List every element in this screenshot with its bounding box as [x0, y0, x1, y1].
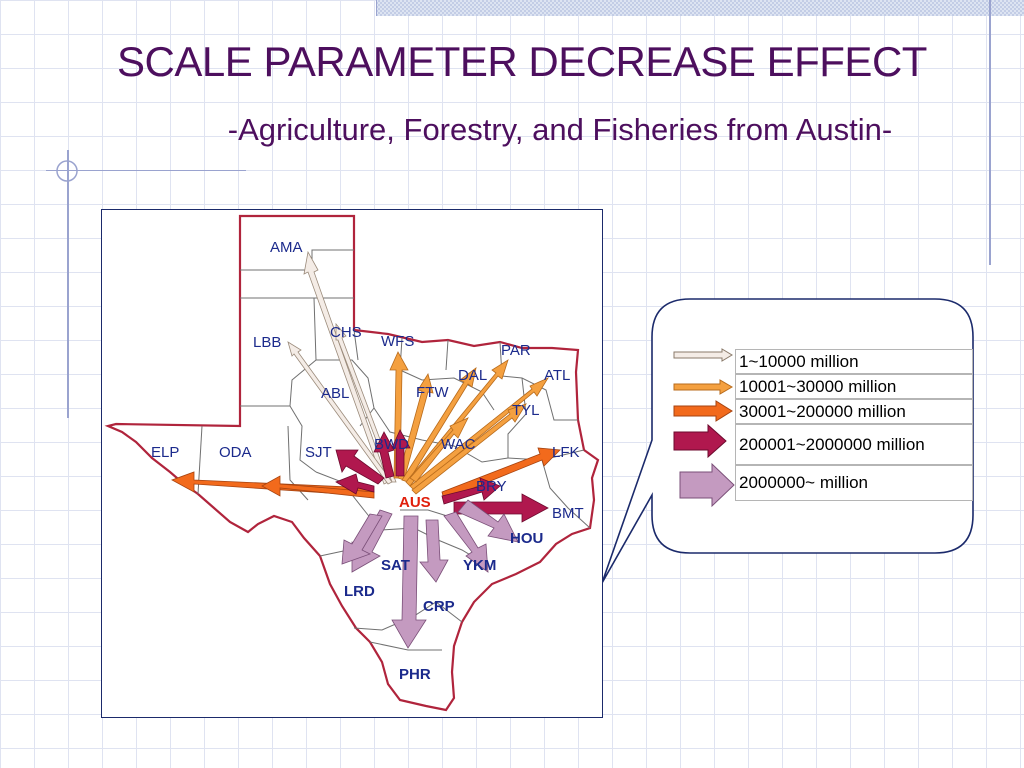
arrow-to-wac — [409, 417, 469, 483]
label-atl: ATL — [544, 367, 570, 384]
label-ykm: YKM — [463, 557, 496, 574]
arrow-to-sjt — [335, 473, 375, 495]
slide-title: SCALE PARAMETER DECREASE EFFECT — [117, 38, 927, 85]
header-left-divider — [376, 0, 377, 16]
legend-row-tier1: 1~10000 million — [735, 349, 973, 374]
label-ftw: FTW — [416, 384, 449, 401]
legend-row-tier2: 10001~30000 million — [735, 374, 973, 399]
slide-subtitle: -Agriculture, Forestry, and Fisheries fr… — [227, 112, 893, 147]
label-hou: HOU — [510, 530, 543, 547]
label-ama: AMA — [270, 239, 303, 256]
arrow-to-hou — [457, 499, 519, 543]
arrow-to-crp — [419, 519, 449, 583]
label-abl: ABL — [321, 385, 349, 402]
flow-arrows-tier4 — [335, 429, 549, 523]
flow-arrows-tier2 — [389, 351, 550, 495]
label-elp: ELP — [151, 444, 179, 461]
label-bry: BRY — [476, 478, 507, 495]
arrow-to-abl — [335, 449, 385, 485]
label-wac: WAC — [441, 436, 476, 453]
texas-flow-map: AMA LBB CHS WFS PAR DAL ATL ABL FTW TYL … — [104, 214, 600, 712]
arrow-to-bwd-2 — [391, 429, 411, 477]
label-oda: ODA — [219, 444, 252, 461]
legend-arrow-tier5 — [679, 462, 735, 508]
right-vertical-rule — [989, 0, 991, 265]
arrow-to-ama — [303, 250, 389, 485]
label-phr: PHR — [399, 666, 431, 683]
left-vertical-rule — [67, 150, 69, 418]
map-frame: AMA LBB CHS WFS PAR DAL ATL ABL FTW TYL … — [101, 209, 603, 718]
label-lfk: LFK — [552, 444, 580, 461]
arrow-to-dal — [401, 367, 477, 483]
arrow-to-phr — [391, 515, 427, 649]
label-sat: SAT — [381, 557, 410, 574]
label-lrd: LRD — [344, 583, 375, 600]
label-chs: CHS — [330, 324, 362, 341]
flow-arrows-tier3 — [171, 447, 561, 501]
arrow-to-bry — [441, 477, 501, 505]
arrow-to-oda — [261, 475, 375, 499]
arrow-to-lrd — [341, 513, 383, 565]
rule-circle-ornament — [56, 160, 78, 182]
legend-arrow-tier3 — [673, 400, 733, 422]
label-dal: DAL — [458, 367, 487, 384]
legend-arrow-tier4 — [673, 423, 727, 459]
legend-row-tier5: 2000000~ million — [735, 465, 973, 501]
label-bmt: BMT — [552, 505, 584, 522]
label-crp: CRP — [423, 598, 455, 615]
label-par: PAR — [501, 342, 531, 359]
label-tyl: TYL — [512, 402, 540, 419]
arrow-to-ykm — [443, 511, 489, 573]
legend-arrow-tier2 — [673, 379, 733, 395]
legend-arrows — [673, 348, 735, 508]
label-aus: AUS — [399, 494, 431, 511]
label-lbb: LBB — [253, 334, 281, 351]
label-wfs: WFS — [381, 333, 414, 350]
legend-arrow-tier1 — [673, 348, 733, 362]
arrow-to-ftw — [397, 373, 434, 481]
arrow-to-lbb — [287, 341, 393, 485]
label-sjt: SJT — [305, 444, 332, 461]
legend-row-tier4: 200001~2000000 million — [735, 424, 973, 465]
label-bwd: BWD — [374, 436, 409, 453]
arrow-to-bwd — [373, 431, 395, 479]
header-pattern-band — [376, 0, 1024, 16]
left-horizontal-rule — [46, 170, 246, 171]
flow-arrows-tier5 — [341, 499, 519, 649]
legend-row-tier3: 30001~200000 million — [735, 399, 973, 424]
arrow-to-tyl — [411, 403, 527, 495]
